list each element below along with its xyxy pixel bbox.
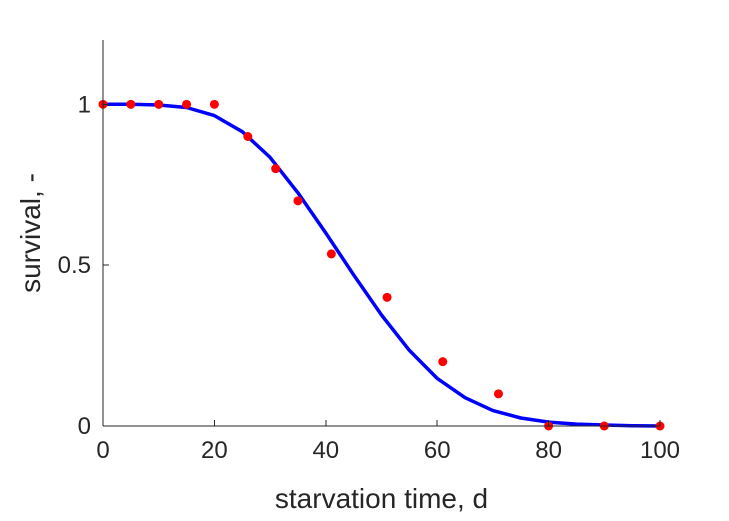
data-point <box>326 249 336 259</box>
fitted-survival-curve <box>101 102 662 428</box>
data-point <box>493 389 503 399</box>
y-axis-label: survival, - <box>15 173 46 293</box>
observed-points-layer <box>98 99 665 431</box>
y-axis-ticks: 00.51 <box>58 91 109 440</box>
x-axis-ticks: 0 20 40 60 80 100 <box>96 420 680 464</box>
data-point <box>243 132 253 141</box>
x-tick-label: 60 <box>424 437 451 464</box>
x-tick-label: 20 <box>201 437 228 464</box>
y-tick-label: 0 <box>78 413 91 440</box>
x-tick-label: 100 <box>640 437 680 464</box>
x-tick-label: 80 <box>535 437 562 464</box>
data-point <box>271 164 281 174</box>
data-point <box>438 357 448 367</box>
y-tick-label: 1 <box>78 91 91 118</box>
y-tick-label: 0.5 <box>58 252 91 279</box>
data-point <box>382 292 392 302</box>
data-point <box>182 99 192 109</box>
fitted-curve-layer <box>101 102 662 428</box>
data-point <box>293 196 303 206</box>
data-point <box>154 99 164 109</box>
x-axis-label: starvation time, d <box>275 483 488 514</box>
data-point <box>126 99 136 109</box>
x-tick-label: 0 <box>96 437 109 464</box>
x-tick-label: 40 <box>312 437 339 464</box>
data-point <box>209 99 219 109</box>
